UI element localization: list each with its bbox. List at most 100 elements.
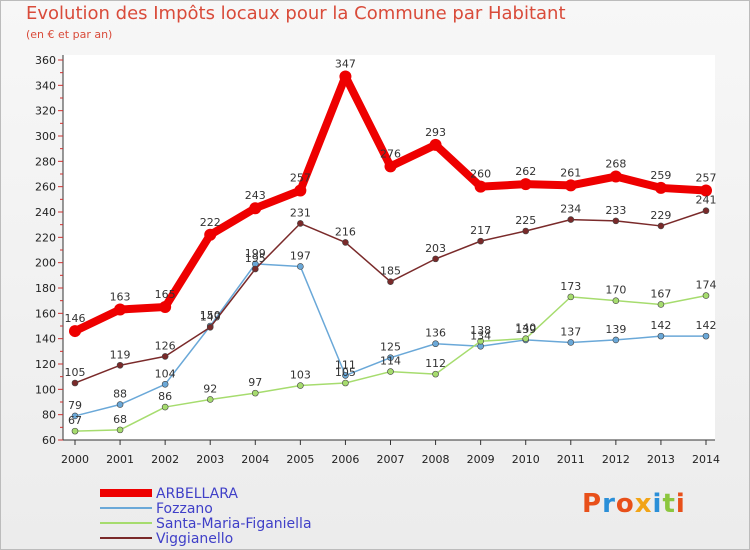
data-point <box>477 237 484 245</box>
y-tick-label: 260 <box>35 181 56 194</box>
data-point <box>432 370 439 378</box>
data-label: 233 <box>605 204 626 217</box>
y-tick-label: 320 <box>35 105 56 118</box>
data-label: 92 <box>203 382 217 395</box>
data-label: 173 <box>560 280 581 293</box>
x-tick-label: 2014 <box>692 453 720 466</box>
data-point <box>387 354 394 361</box>
data-point <box>429 138 442 151</box>
x-tick-label: 2009 <box>467 453 495 466</box>
y-tick-label: 140 <box>35 333 56 346</box>
data-label: 199 <box>245 247 266 260</box>
data-point <box>609 170 622 183</box>
data-label: 225 <box>515 214 536 227</box>
x-tick-label: 2001 <box>106 453 134 466</box>
data-point <box>342 379 349 387</box>
data-label: 197 <box>290 249 311 262</box>
data-label: 136 <box>425 327 446 340</box>
data-label: 257 <box>696 171 717 184</box>
data-point <box>249 202 262 215</box>
data-point <box>204 228 217 241</box>
data-label: 140 <box>515 322 536 335</box>
data-point <box>297 382 304 389</box>
data-label: 105 <box>335 366 356 379</box>
data-point <box>384 160 397 173</box>
data-label: 139 <box>605 323 626 336</box>
legend-label: Fozzano <box>156 501 213 517</box>
y-tick-label: 120 <box>35 358 56 371</box>
data-point <box>339 70 352 83</box>
data-label: 276 <box>380 147 401 160</box>
data-point <box>432 255 439 263</box>
x-tick-label: 2011 <box>557 453 585 466</box>
data-label: 293 <box>425 126 446 139</box>
data-point <box>294 184 307 197</box>
data-point <box>71 379 79 387</box>
data-point <box>251 265 259 273</box>
x-tick-label: 2013 <box>647 453 675 466</box>
data-point <box>612 217 620 225</box>
y-tick-label: 220 <box>35 231 56 244</box>
data-point <box>612 336 620 344</box>
y-tick-label: 180 <box>35 282 56 295</box>
data-point <box>657 222 665 230</box>
data-label: 234 <box>560 203 581 216</box>
x-tick-label: 2008 <box>422 453 450 466</box>
data-label: 79 <box>68 399 82 412</box>
legend-label: ARBELLARA <box>156 486 238 502</box>
data-label: 163 <box>110 291 131 304</box>
x-tick-label: 2006 <box>331 453 359 466</box>
y-tick-label: 280 <box>35 155 56 168</box>
data-point <box>612 297 620 304</box>
x-tick-label: 2005 <box>286 453 314 466</box>
data-label: 260 <box>470 168 491 181</box>
y-tick-label: 240 <box>35 206 56 219</box>
y-tick-label: 160 <box>35 307 56 320</box>
data-point <box>432 340 439 348</box>
data-point <box>69 325 81 338</box>
data-label: 229 <box>650 209 671 222</box>
data-point <box>657 332 665 340</box>
data-point <box>342 239 349 246</box>
data-point <box>474 180 487 193</box>
data-point <box>161 403 169 411</box>
x-tick-label: 2007 <box>377 453 405 466</box>
data-point <box>206 323 214 331</box>
x-tick-label: 2012 <box>602 453 630 466</box>
page-title: Evolution des Impôts locaux pour la Comm… <box>26 3 566 24</box>
data-label: 111 <box>335 358 356 371</box>
x-tick-label: 2010 <box>512 453 540 466</box>
data-label: 165 <box>155 288 176 301</box>
data-point <box>654 181 667 194</box>
data-point <box>477 337 484 345</box>
y-tick-label: 300 <box>35 130 56 143</box>
data-label: 67 <box>68 414 82 427</box>
data-point <box>116 401 124 408</box>
data-point <box>564 179 577 192</box>
y-tick-label: 60 <box>42 434 56 447</box>
data-label: 119 <box>110 348 131 361</box>
data-point <box>71 427 79 435</box>
data-point <box>161 353 169 360</box>
y-tick-label: 360 <box>35 54 56 67</box>
data-label: 216 <box>335 225 356 238</box>
data-point <box>116 361 124 369</box>
y-tick-label: 80 <box>42 409 56 422</box>
data-point <box>702 292 710 299</box>
data-point <box>206 396 214 403</box>
data-label: 257 <box>290 171 311 184</box>
data-label: 241 <box>696 194 717 207</box>
data-label: 103 <box>290 369 311 382</box>
data-point <box>522 335 530 342</box>
data-label: 261 <box>560 166 581 179</box>
data-label: 104 <box>155 367 176 380</box>
data-label: 142 <box>696 319 717 332</box>
data-point <box>519 178 532 191</box>
data-label: 134 <box>470 329 491 342</box>
data-point <box>251 389 259 397</box>
data-label: 86 <box>158 390 172 403</box>
y-tick-label: 100 <box>35 383 56 396</box>
x-tick-label: 2004 <box>241 453 269 466</box>
data-label: 167 <box>650 287 671 300</box>
data-point <box>297 263 304 270</box>
